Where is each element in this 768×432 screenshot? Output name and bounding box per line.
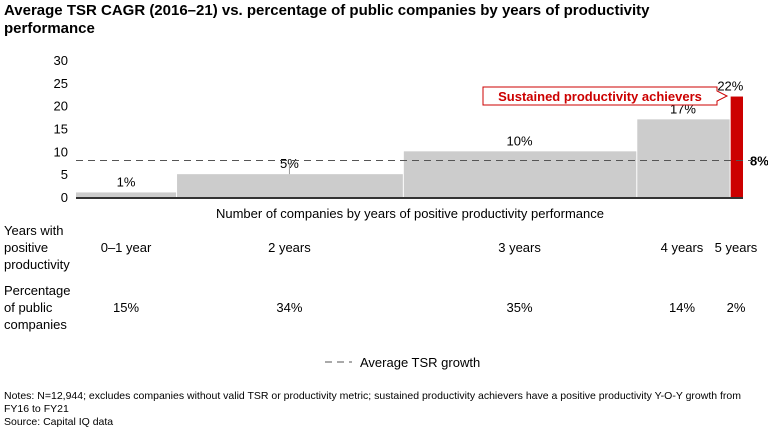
legend-label: Average TSR growth (360, 355, 480, 370)
category-label: 4 years (661, 240, 704, 255)
chart-title: Average TSR CAGR (2016–21) vs. percentag… (4, 2, 650, 37)
category-label: 3 years (498, 240, 541, 255)
bar (403, 151, 637, 197)
bar (730, 96, 743, 197)
average-tsr-label: 8% (750, 153, 768, 168)
row-label-years: productivity (4, 257, 70, 272)
callout-box (482, 86, 729, 106)
notes: Notes: N=12,944; excludes companies with… (4, 390, 764, 429)
percentage-label: 15% (113, 300, 139, 315)
y-tick-label: 10 (54, 144, 68, 159)
row-label-percentage: of public (4, 300, 53, 315)
row-label-percentage: Percentage (4, 283, 71, 298)
y-tick-label: 20 (54, 99, 68, 114)
y-tick-label: 30 (54, 53, 68, 68)
percentage-label: 34% (276, 300, 302, 315)
percentage-label: 35% (507, 300, 533, 315)
y-tick-label: 25 (54, 76, 68, 91)
source-text: Source: Capital IQ data (4, 416, 114, 428)
y-tick-label: 0 (61, 190, 68, 205)
category-label: 2 years (268, 240, 311, 255)
bar (177, 174, 403, 197)
category-label: 5 years (715, 240, 758, 255)
notes-text: Notes: N=12,944; excludes companies with… (4, 390, 741, 415)
row-label-percentage: companies (4, 317, 67, 332)
percentage-label: 2% (727, 300, 746, 315)
y-tick-label: 5 (61, 167, 68, 182)
callout-text: Sustained productivity achievers (498, 89, 702, 104)
percentage-label: 14% (669, 300, 695, 315)
bar (76, 192, 177, 197)
y-tick-label: 15 (54, 122, 68, 137)
bar-value-label: 10% (507, 133, 533, 148)
row-label-years: Years with (4, 223, 64, 238)
bar-value-label: 22% (717, 79, 743, 94)
category-label: 0–1 year (101, 240, 152, 255)
x-axis-label: Number of companies by years of positive… (216, 206, 604, 221)
bar (637, 119, 730, 197)
bar-value-label: 1% (117, 174, 136, 189)
row-label-years: positive (4, 240, 48, 255)
